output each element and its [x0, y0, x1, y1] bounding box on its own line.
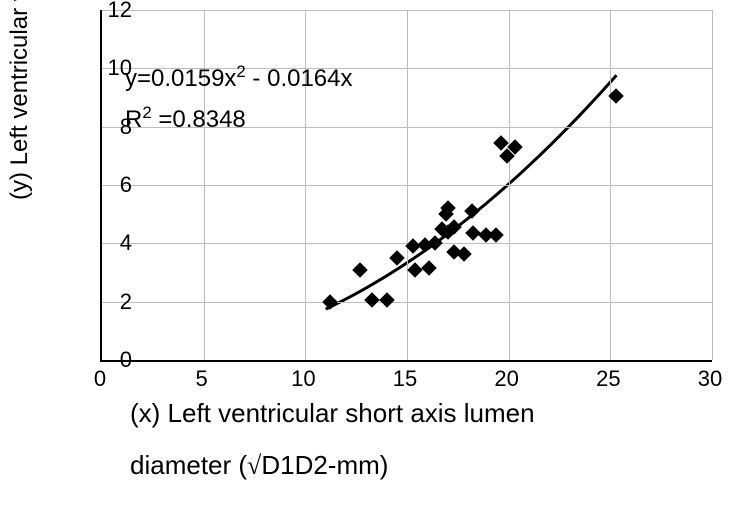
x-axis-label-line2: diameter (√D1D2-mm): [130, 450, 388, 481]
x-tick-label: 25: [588, 366, 628, 392]
gridline-v: [509, 10, 510, 360]
r-squared: R2 =0.8348: [125, 103, 246, 134]
gridline-v: [407, 10, 408, 360]
y-axis-label: (y) Left ventricular volume (ml): [6, 0, 34, 200]
x-tick-label: 30: [690, 366, 730, 392]
regression-equation: y=0.0159x2 - 0.0164x: [125, 62, 353, 93]
y-tick-label: 10: [102, 55, 132, 81]
x-tick-label: 5: [182, 366, 222, 392]
x-tick-label: 15: [385, 366, 425, 392]
scatter-chart: (y) Left ventricular volume (ml) y=0.015…: [0, 0, 750, 505]
gridline-v: [712, 10, 713, 360]
y-tick-label: 2: [102, 289, 132, 315]
fit-curve-path: [326, 75, 617, 309]
x-axis-label-line1: (x) Left ventricular short axis lumen: [130, 398, 535, 429]
y-tick-label: 12: [102, 0, 132, 23]
x-tick-label: 0: [80, 366, 120, 392]
y-tick-label: 4: [102, 230, 132, 256]
gridline-v: [610, 10, 611, 360]
x-tick-label: 10: [283, 366, 323, 392]
y-tick-label: 8: [102, 114, 132, 140]
x-tick-label: 20: [487, 366, 527, 392]
y-tick-label: 6: [102, 172, 132, 198]
